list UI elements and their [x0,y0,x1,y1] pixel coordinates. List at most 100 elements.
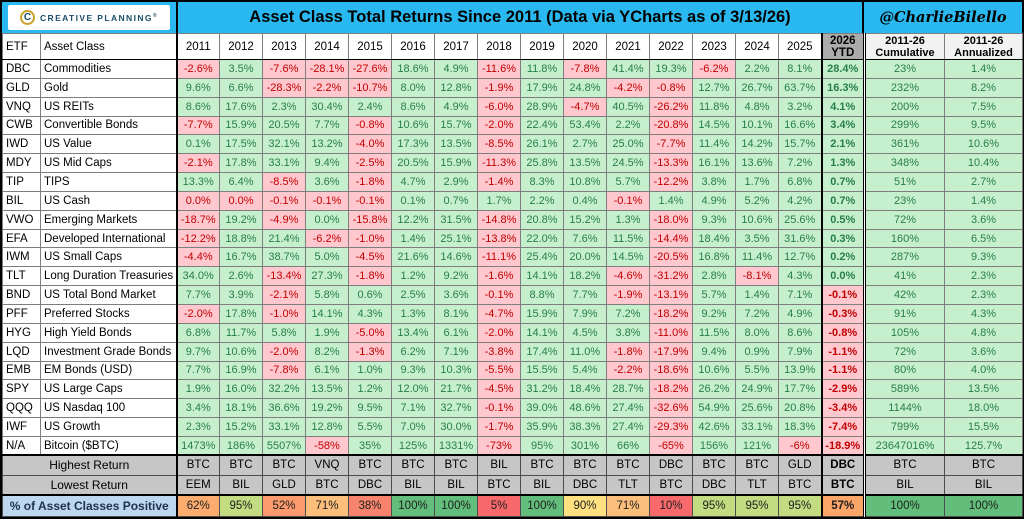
asset-row-emb: EMB EM Bonds (USD) 7.7% 16.9% -7.8% 6.1% 1.0% 9… [2,360,1023,381]
return-cell: 7.1% [778,285,822,305]
lowest-return-cell: BTC [305,474,349,496]
highest-return-cell: BTC [175,454,220,476]
lowest-return-label: Lowest Return [2,474,177,496]
return-cell: 3.8% [692,172,736,192]
return-cell: 7.7% [305,115,349,136]
return-cell: -18.2% [649,303,693,324]
return-cell: -1.9% [477,77,521,98]
return-cell: 0.7% [820,190,865,211]
return-cell: 1331% [434,435,478,456]
return-cell: 4.8% [944,322,1023,343]
return-cell: 25.0% [606,134,650,155]
return-cell: -4.6% [606,266,650,287]
lowest-return-cell: BTC [649,474,693,496]
return-cell: 9.3% [391,360,435,381]
return-cell: 32.1% [262,134,306,155]
return-cell: 1.4% [944,190,1023,211]
return-cell: 1.3% [606,209,650,230]
return-cell: 9.3% [692,209,736,230]
lowest-return-cell: DBC [563,474,607,496]
return-cell: 25.8% [520,153,564,174]
pct-positive-cell: 95% [735,494,779,517]
return-cell: 18.1% [219,398,263,419]
etf-ticker: PFF [2,303,41,324]
return-cell: 7.2% [778,153,822,174]
highest-return-cell: BTC [944,454,1023,476]
return-cell: 18.3% [778,417,822,437]
lowest-return-cell: GLD [262,474,306,496]
return-cell: 33.1% [262,417,306,437]
etf-ticker: IWD [2,134,41,155]
asset-class-name: TIPS [40,172,177,192]
return-cell: 24.5% [606,153,650,174]
highest-return-cell: BTC [520,454,564,476]
returns-table: ETF Asset Class 2011 2012 2013 2014 2015 2016 20… [2,33,1023,517]
return-cell: 17.8% [219,153,263,174]
pct-positive-cell: 10% [649,494,693,517]
return-cell: 21.4% [262,228,306,249]
return-cell: 1.9% [175,379,220,400]
asset-row-vwo: VWO Emerging Markets -18.7% 19.2% -4.9% 0.0% -… [2,209,1023,230]
highest-return-cell: BTC [692,454,736,476]
return-cell: -6.0% [477,96,521,117]
asset-class-name: US Nasdaq 100 [40,398,177,419]
asset-row-iwd: IWD US Value 0.1% 17.5% 32.1% 13.2% -4.0% 17.3%… [2,134,1023,155]
return-cell: -1.1% [820,360,865,381]
return-cell: 11.5% [606,228,650,249]
asset-class-name: US Small Caps [40,247,177,268]
return-cell: 13.2% [305,134,349,155]
return-cell: -18.0% [649,209,693,230]
return-cell: 0.0% [219,190,263,211]
return-cell: -18.9% [820,435,865,456]
return-cell: 5.5% [348,417,392,437]
etf-ticker: BND [2,285,41,305]
return-cell: -7.7% [649,134,693,155]
return-cell: -13.4% [262,266,306,287]
return-cell: -18.6% [649,360,693,381]
highest-return-cell: BTC [391,454,435,476]
return-cell: 7.1% [434,341,478,362]
return-cell: -18.2% [649,379,693,400]
return-cell: 9.6% [175,77,220,98]
return-cell: 7.7% [563,285,607,305]
asset-row-bnd: BND US Total Bond Market 7.7% 3.9% -2.1% 5.8%… [2,285,1023,305]
return-cell: 31.5% [434,209,478,230]
return-cell: 18.8% [219,228,263,249]
return-cell: 1.2% [391,266,435,287]
return-cell: 36.6% [262,398,306,419]
etf-ticker: SPY [2,379,41,400]
return-cell: 25.6% [778,209,822,230]
return-cell: 35.9% [520,417,564,437]
etf-ticker: IWM [2,247,41,268]
return-cell: 25.6% [735,398,779,419]
return-cell: -2.1% [175,153,220,174]
return-cell: 2.1% [820,134,865,155]
return-cell: -18.7% [175,209,220,230]
return-cell: 14.1% [520,266,564,287]
return-cell: -0.1% [477,398,521,419]
return-cell: 20.8% [520,209,564,230]
return-cell: 2.2% [606,115,650,136]
return-cell: 72% [863,341,945,362]
pct-positive-cell: 57% [820,494,865,517]
return-cell: 6.6% [219,77,263,98]
col-header-etf: ETF [2,33,41,60]
lowest-return-cell: BIL [863,474,945,496]
return-cell: 15.9% [520,303,564,324]
return-cell: 34.0% [175,266,220,287]
return-cell: 1.4% [649,190,693,211]
pct-positive-cell: 5% [477,494,521,517]
title-banner: C CREATIVE PLANNING® Asset Class Total R… [2,2,1022,33]
return-cell: 32.2% [262,379,306,400]
highest-return-cell: BTC [434,454,478,476]
return-cell: -14.4% [649,228,693,249]
return-cell: 125.7% [944,435,1023,456]
return-cell: 6.2% [391,341,435,362]
return-cell: 0.4% [563,190,607,211]
author-handle[interactable]: @CharlieBilello [879,9,1007,26]
asset-row-spy: SPY US Large Caps 1.9% 16.0% 32.2% 13.5% 1.2% 1… [2,379,1023,400]
return-cell: 20.5% [262,115,306,136]
return-cell: 348% [863,153,945,174]
return-cell: 3.5% [735,228,779,249]
return-cell: 8.1% [778,59,822,79]
